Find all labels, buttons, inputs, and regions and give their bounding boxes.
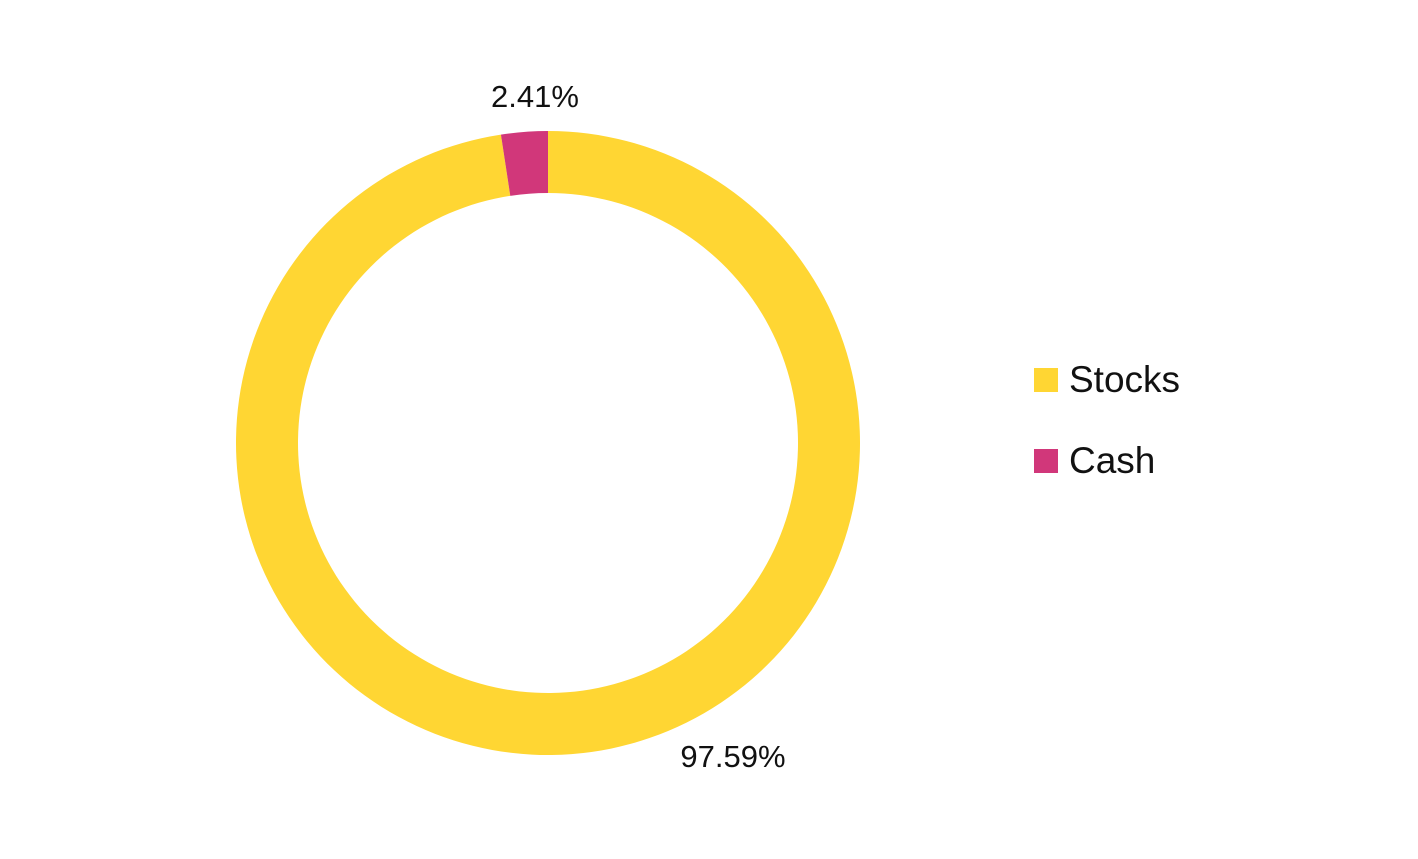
data-label-stocks: 97.59% bbox=[680, 739, 785, 774]
slice-stocks bbox=[235, 131, 860, 756]
legend-swatch-stocks bbox=[1034, 368, 1058, 392]
legend-label-cash: Cash bbox=[1069, 440, 1156, 481]
data-label-cash: 2.41% bbox=[491, 79, 579, 114]
chart-legend: Stocks Cash bbox=[1034, 356, 1334, 518]
legend-item-stocks: Stocks bbox=[1034, 356, 1334, 404]
legend-item-cash: Cash bbox=[1034, 437, 1334, 485]
slice-cash bbox=[500, 131, 548, 196]
legend-label-stocks: Stocks bbox=[1069, 359, 1181, 400]
legend-swatch-cash bbox=[1034, 449, 1058, 473]
donut-slices bbox=[235, 131, 860, 756]
donut-data-labels: 97.59% 2.41% bbox=[491, 79, 786, 774]
